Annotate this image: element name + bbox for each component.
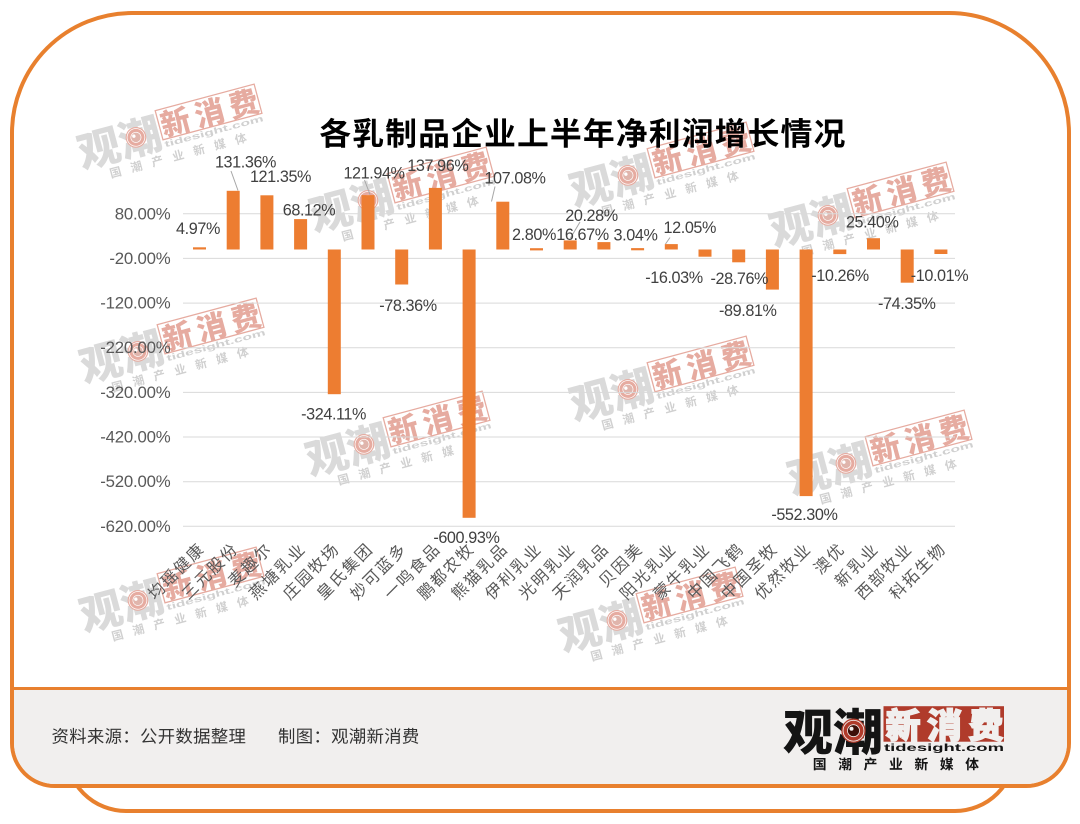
- svg-text:137.96%: 137.96%: [407, 157, 468, 175]
- svg-text:121.94%: 121.94%: [343, 165, 404, 183]
- svg-text:3.04%: 3.04%: [614, 227, 658, 245]
- svg-text:-20.00%: -20.00%: [109, 249, 170, 268]
- svg-text:-120.00%: -120.00%: [100, 294, 171, 313]
- svg-text:-600.93%: -600.93%: [433, 529, 499, 547]
- svg-text:-552.30%: -552.30%: [771, 506, 837, 524]
- svg-text:-324.11%: -324.11%: [301, 405, 366, 423]
- svg-text:-320.00%: -320.00%: [100, 383, 171, 402]
- svg-text:80.00%: 80.00%: [115, 204, 171, 223]
- svg-text:-16.03%: -16.03%: [645, 269, 703, 287]
- svg-text:25.40%: 25.40%: [846, 213, 899, 231]
- svg-text:-78.36%: -78.36%: [379, 297, 437, 315]
- svg-text:4.97%: 4.97%: [176, 220, 220, 238]
- svg-text:-28.76%: -28.76%: [711, 270, 769, 288]
- svg-text:-220.00%: -220.00%: [100, 338, 171, 357]
- svg-text:-89.81%: -89.81%: [719, 302, 777, 320]
- svg-text:tidesight.com: tidesight.com: [884, 743, 1004, 754]
- svg-text:-420.00%: -420.00%: [100, 428, 171, 447]
- svg-text:68.12%: 68.12%: [283, 202, 336, 220]
- svg-text:131.36%: 131.36%: [215, 153, 276, 171]
- svg-text:121.35%: 121.35%: [250, 168, 311, 186]
- svg-text:-10.26%: -10.26%: [811, 267, 869, 285]
- svg-text:107.08%: 107.08%: [484, 170, 545, 188]
- svg-text:20.28%: 20.28%: [565, 207, 618, 225]
- svg-text:-74.35%: -74.35%: [878, 295, 936, 313]
- svg-text:-520.00%: -520.00%: [100, 472, 171, 491]
- svg-text:16.67%: 16.67%: [556, 226, 609, 244]
- svg-text:-10.01%: -10.01%: [911, 267, 969, 285]
- svg-text:2.80%: 2.80%: [512, 226, 556, 244]
- svg-text:-620.00%: -620.00%: [100, 517, 171, 536]
- svg-text:12.05%: 12.05%: [664, 219, 717, 237]
